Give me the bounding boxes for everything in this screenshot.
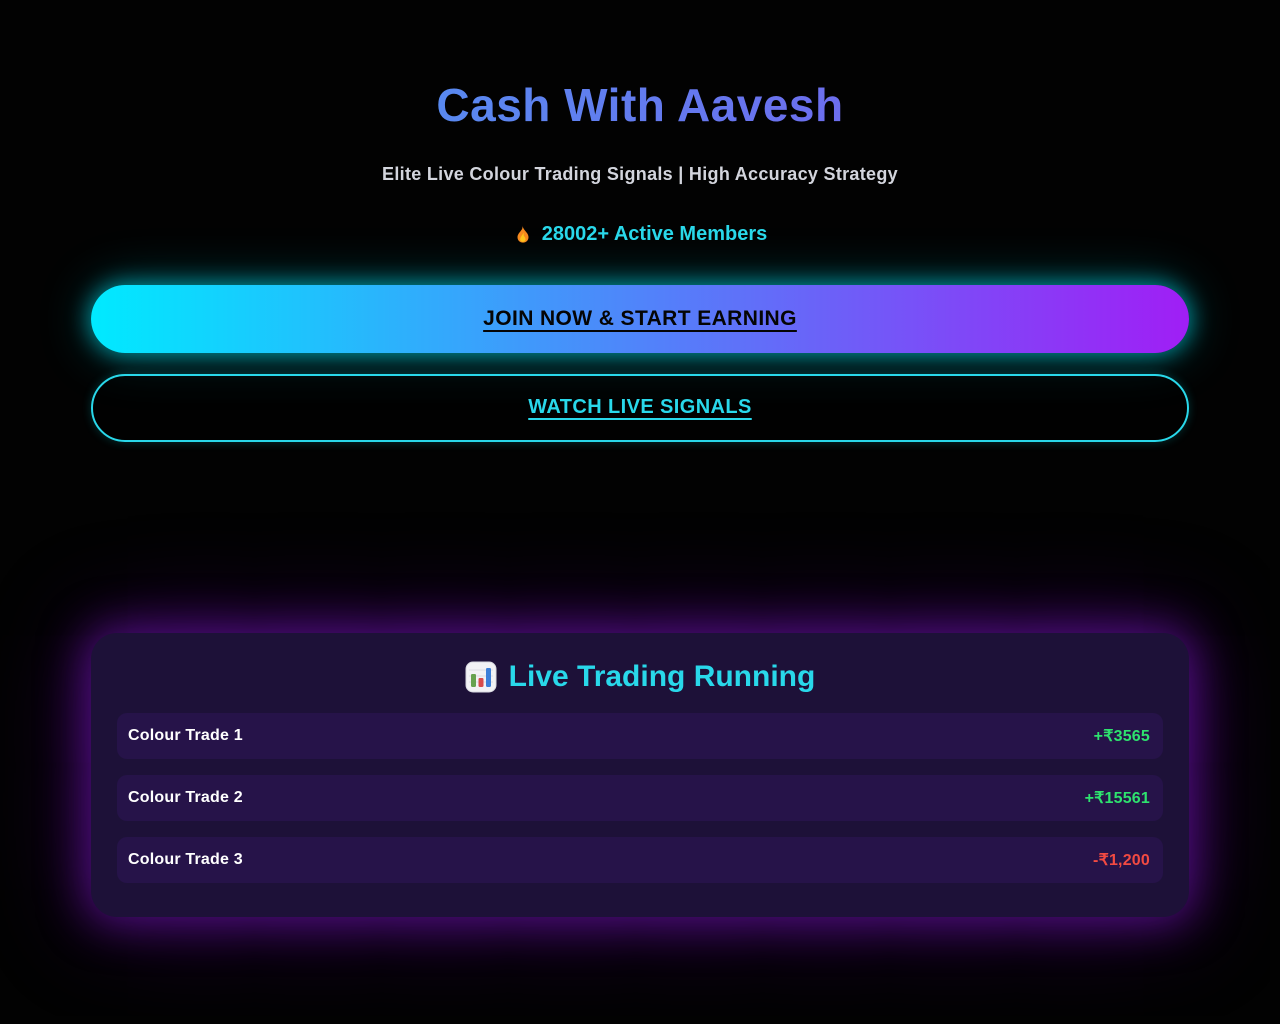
live-trading-card: Live Trading Running Colour Trade 1 +₹35… [91, 632, 1189, 918]
trade-row: Colour Trade 1 +₹3565 [117, 713, 1163, 760]
active-members-count: 28002+ Active Members [91, 222, 1189, 246]
watch-live-signals-button[interactable]: WATCH LIVE SIGNALS [91, 373, 1189, 442]
fire-icon [513, 223, 533, 245]
trade-row: Colour Trade 3 -₹1,200 [117, 837, 1163, 884]
trade-label: Colour Trade 3 [128, 851, 243, 869]
landing-page: Cash With Aavesh Elite Live Colour Tradi… [91, 0, 1189, 918]
trade-value: +₹3565 [1093, 728, 1150, 746]
page-subtitle: Elite Live Colour Trading Signals | High… [382, 164, 898, 184]
trade-value: -₹1,200 [1093, 852, 1150, 870]
trade-label: Colour Trade 1 [128, 727, 243, 745]
page-title: Cash With Aavesh [91, 82, 1189, 128]
live-trading-title: Live Trading Running [117, 657, 1163, 698]
trade-rows: Colour Trade 1 +₹3565 Colour Trade 2 +₹1… [117, 713, 1163, 884]
active-members-label: 28002+ Active Members [541, 222, 768, 245]
bar-chart-icon [465, 661, 497, 693]
join-now-button[interactable]: JOIN NOW & START EARNING [91, 284, 1189, 353]
live-trading-title-label: Live Trading Running [508, 659, 816, 693]
trade-label: Colour Trade 2 [128, 789, 243, 807]
trade-value: +₹15561 [1084, 790, 1150, 808]
trade-row: Colour Trade 2 +₹15561 [117, 775, 1163, 822]
